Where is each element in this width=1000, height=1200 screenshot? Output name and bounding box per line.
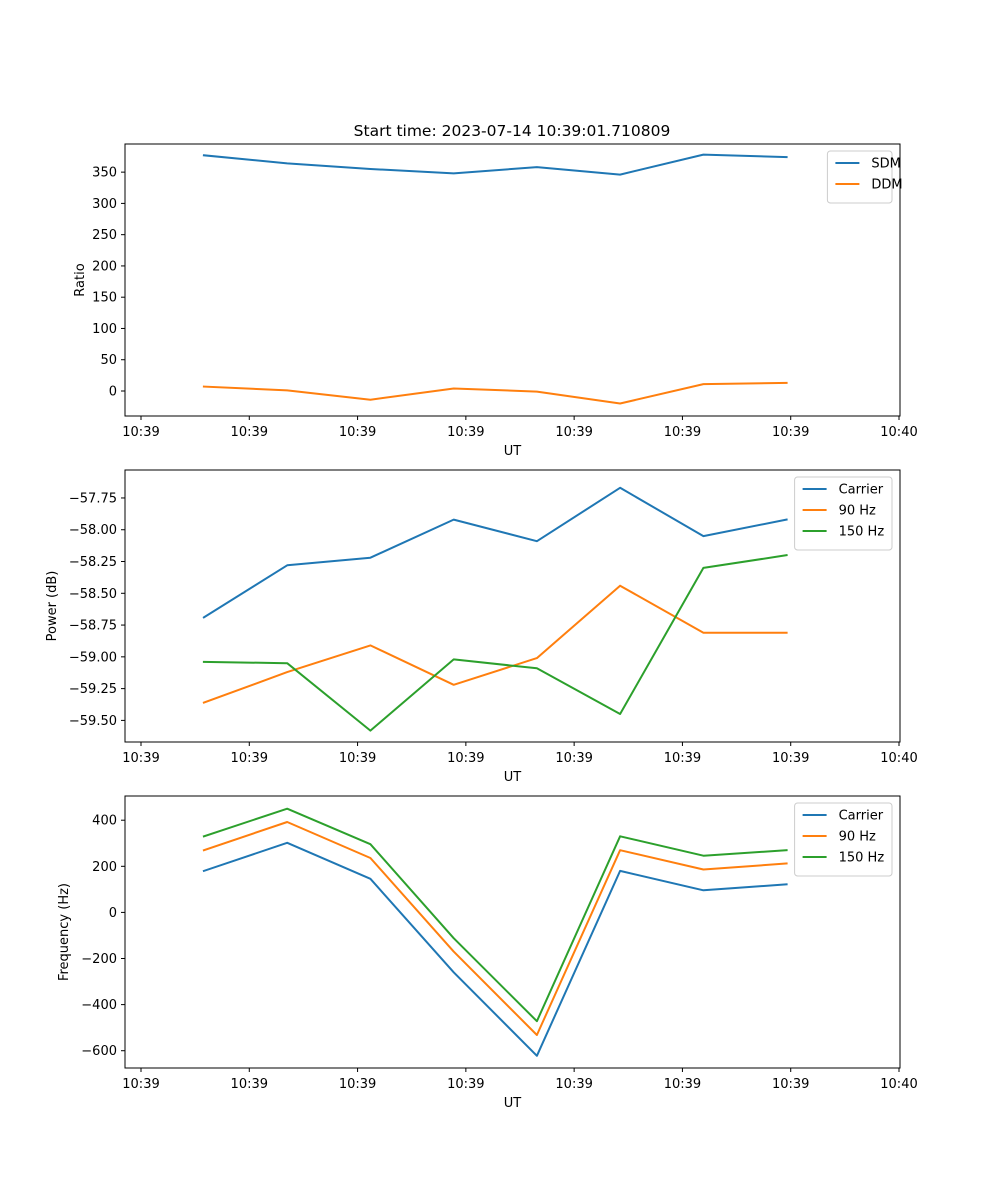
x-axis-label: UT — [504, 770, 522, 785]
series-line-90-hz — [202, 584, 788, 704]
y-tick-label: −59.25 — [69, 682, 117, 697]
legend-label: 90 Hz — [839, 504, 876, 519]
y-axis-label: Ratio — [73, 263, 88, 296]
y-tick-label: −58.00 — [69, 523, 117, 538]
legend-label: 90 Hz — [839, 830, 876, 845]
y-axis-label: Power (dB) — [45, 571, 60, 642]
series-line-carrier — [202, 841, 788, 1057]
y-tick-label: −58.75 — [69, 619, 117, 634]
legend-label: Carrier — [839, 483, 884, 498]
y-tick-label: 400 — [92, 814, 117, 829]
axes-frame — [124, 469, 901, 743]
x-tick-label: 10:39 — [339, 1077, 376, 1092]
x-tick-label: 10:39 — [231, 425, 268, 440]
panel-2: −59.50 −59.25 −59.00 −58.75 −58.50 −58.25 −58.… — [45, 469, 918, 785]
series-line-sdm — [202, 153, 788, 176]
y-tick-label: −57.75 — [69, 491, 117, 506]
x-tick-label: 10:39 — [339, 751, 376, 766]
x-tick-label: 10:40 — [880, 425, 917, 440]
y-tick-label: 200 — [92, 860, 117, 875]
x-tick-label: 10:39 — [122, 425, 159, 440]
legend-label: 150 Hz — [839, 525, 885, 540]
series-line-ddm — [202, 381, 788, 405]
chart-title: Start time: 2023-07-14 10:39:01.710809 — [354, 122, 671, 140]
series-line-90-hz — [202, 821, 788, 1036]
x-axis-label: UT — [504, 444, 522, 459]
y-tick-label: 250 — [92, 228, 117, 243]
y-tick-label: −58.25 — [69, 555, 117, 570]
legend-label: DDM — [871, 178, 902, 193]
legend: SDM DDM — [826, 150, 903, 204]
x-tick-label: 10:39 — [772, 751, 809, 766]
x-tick-label: 10:39 — [772, 425, 809, 440]
y-tick-label: −59.00 — [69, 650, 117, 665]
panel-3: −600 −400 −200 0 200 400 10:39 10:39 10:39 10:39 1… — [57, 795, 918, 1111]
x-tick-label: 10:39 — [772, 1077, 809, 1092]
x-tick-label: 10:39 — [447, 425, 484, 440]
x-tick-label: 10:40 — [880, 751, 917, 766]
x-tick-label: 10:39 — [555, 1077, 592, 1092]
y-tick-label: −400 — [81, 998, 117, 1013]
x-tick-label: 10:39 — [447, 751, 484, 766]
legend-label: SDM — [871, 157, 900, 172]
y-tick-label: 300 — [92, 197, 117, 212]
series-line-carrier — [202, 486, 788, 619]
y-axis-label: Frequency (Hz) — [57, 883, 72, 981]
legend-label: Carrier — [839, 809, 884, 824]
x-tick-label: 10:39 — [555, 425, 592, 440]
x-tick-label: 10:39 — [447, 1077, 484, 1092]
legend: Carrier 90 Hz 150 Hz — [794, 802, 893, 877]
x-tick-label: 10:39 — [339, 425, 376, 440]
x-tick-label: 10:39 — [555, 751, 592, 766]
panel-1: 0 50 100 150 200 250 300 350 10:39 10:39 10:39 10:3… — [73, 143, 918, 459]
y-tick-label: 150 — [92, 291, 117, 306]
x-tick-label: 10:40 — [880, 1077, 917, 1092]
y-tick-label: 50 — [100, 353, 117, 368]
x-tick-label: 10:39 — [122, 1077, 159, 1092]
y-tick-label: 200 — [92, 259, 117, 274]
y-tick-label: 0 — [109, 906, 117, 921]
x-tick-label: 10:39 — [664, 1077, 701, 1092]
x-tick-label: 10:39 — [664, 425, 701, 440]
x-tick-label: 10:39 — [664, 751, 701, 766]
x-tick-label: 10:39 — [231, 751, 268, 766]
series-line-150-hz — [202, 807, 788, 1023]
y-tick-label: −600 — [81, 1044, 117, 1059]
y-tick-label: −200 — [81, 952, 117, 967]
panels: 0 50 100 150 200 250 300 350 10:39 10:39 10:39 10:3… — [45, 143, 918, 1111]
series-line-150-hz — [202, 554, 788, 732]
y-tick-label: 100 — [92, 322, 117, 337]
axes-frame — [124, 143, 901, 417]
y-tick-label: 0 — [109, 384, 117, 399]
axes-frame — [124, 795, 901, 1069]
x-tick-label: 10:39 — [231, 1077, 268, 1092]
x-axis-label: UT — [504, 1096, 522, 1111]
y-tick-label: −58.50 — [69, 587, 117, 602]
y-tick-label: 350 — [92, 166, 117, 181]
legend: Carrier 90 Hz 150 Hz — [794, 476, 893, 551]
y-tick-label: −59.50 — [69, 714, 117, 729]
x-tick-label: 10:39 — [122, 751, 159, 766]
legend-label: 150 Hz — [839, 851, 885, 866]
